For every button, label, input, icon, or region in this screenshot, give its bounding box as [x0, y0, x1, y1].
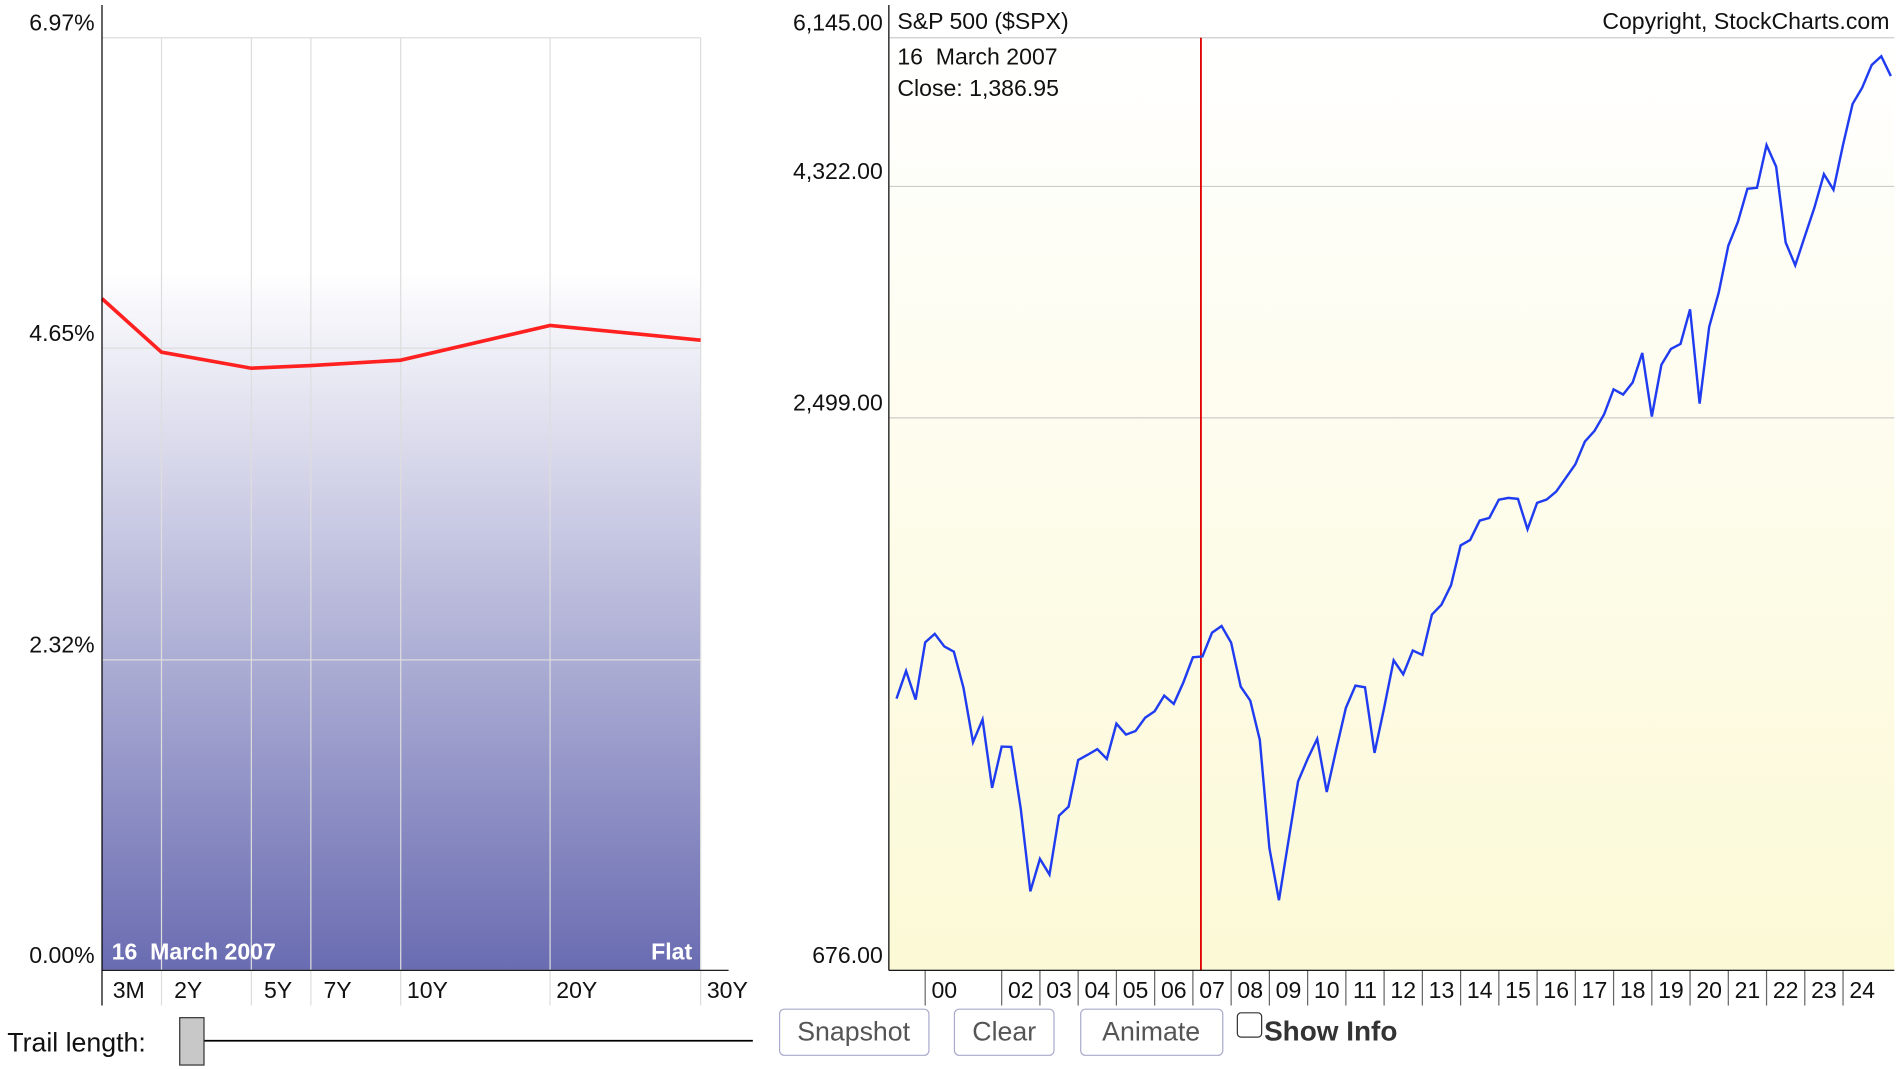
y-tick-label: 676.00	[812, 942, 883, 968]
x-tick-label: 22	[1773, 977, 1799, 1003]
button[interactable]: Animate	[1080, 1008, 1224, 1056]
x-tick-label: 02	[1008, 977, 1034, 1003]
x-tick-label: 20	[1696, 977, 1722, 1003]
x-tick-label: 14	[1467, 977, 1493, 1003]
curve-shape: Flat	[651, 938, 692, 964]
x-tick-label: 12	[1390, 977, 1416, 1003]
x-tick-label: 06	[1161, 977, 1187, 1003]
button-box[interactable]	[778, 1008, 930, 1056]
x-tick-label: 04	[1084, 977, 1110, 1003]
trail-label: Trail length:	[7, 1028, 146, 1058]
chart-title: S&P 500 ($SPX)	[897, 8, 1068, 34]
slider-thumb[interactable]	[179, 1017, 205, 1066]
checkbox[interactable]	[1236, 1012, 1263, 1038]
button-box[interactable]	[953, 1008, 1055, 1056]
y-tick-label: 2.32%	[29, 632, 94, 658]
x-tick-label: 03	[1046, 977, 1072, 1003]
x-tick-label: 20Y	[556, 977, 597, 1003]
close-label: Close: 1,386.95	[897, 75, 1059, 101]
x-tick-label: 08	[1237, 977, 1263, 1003]
x-tick-label: 00	[931, 977, 957, 1003]
x-tick-label: 21	[1735, 977, 1761, 1003]
x-tick-label: 24	[1849, 977, 1875, 1003]
x-tick-label: 7Y	[323, 977, 351, 1003]
button[interactable]: Snapshot	[778, 1008, 930, 1056]
x-tick-label: 23	[1811, 977, 1837, 1003]
x-tick-label: 17	[1582, 977, 1608, 1003]
button[interactable]: Clear	[953, 1008, 1055, 1056]
button-label[interactable]: Snapshot	[797, 1017, 910, 1047]
button-label[interactable]: Animate	[1102, 1017, 1200, 1047]
x-tick-label: 11	[1353, 977, 1377, 1003]
x-tick-label: 30Y	[707, 977, 748, 1003]
date-label: 16 March 2007	[897, 43, 1057, 69]
checkbox-label[interactable]: Show Info	[1264, 1016, 1397, 1047]
price-plot-bg	[888, 37, 1895, 971]
x-tick-label: 2Y	[174, 977, 202, 1003]
x-tick-label: 10Y	[407, 977, 448, 1003]
y-tick-label: 4,322.00	[793, 158, 883, 184]
x-tick-label: 19	[1658, 977, 1684, 1003]
x-tick-label: 07	[1199, 977, 1225, 1003]
x-tick-label: 10	[1314, 977, 1340, 1003]
x-tick-label: 09	[1276, 977, 1302, 1003]
x-tick-label: 05	[1123, 977, 1149, 1003]
y-tick-label: 6.97%	[29, 9, 94, 35]
y-tick-label: 0.00%	[29, 942, 94, 968]
x-tick-label: 18	[1620, 977, 1646, 1003]
x-tick-label: 5Y	[264, 977, 292, 1003]
yield-curve	[100, 297, 701, 371]
x-tick-label: 16	[1543, 977, 1569, 1003]
date-label: 16 March 2007	[112, 938, 276, 964]
price-line	[895, 54, 1892, 901]
button-label[interactable]: Clear	[972, 1017, 1036, 1047]
y-tick-label: 4.65%	[29, 320, 94, 346]
copyright: Copyright, StockCharts.com	[1602, 8, 1889, 34]
y-tick-label: 6,145.00	[793, 9, 883, 35]
x-tick-label: 15	[1505, 977, 1531, 1003]
button-box[interactable]	[1080, 1008, 1224, 1056]
x-tick-label: 13	[1429, 977, 1455, 1003]
y-tick-label: 2,499.00	[793, 390, 883, 416]
x-tick-label: 3M	[113, 977, 145, 1003]
